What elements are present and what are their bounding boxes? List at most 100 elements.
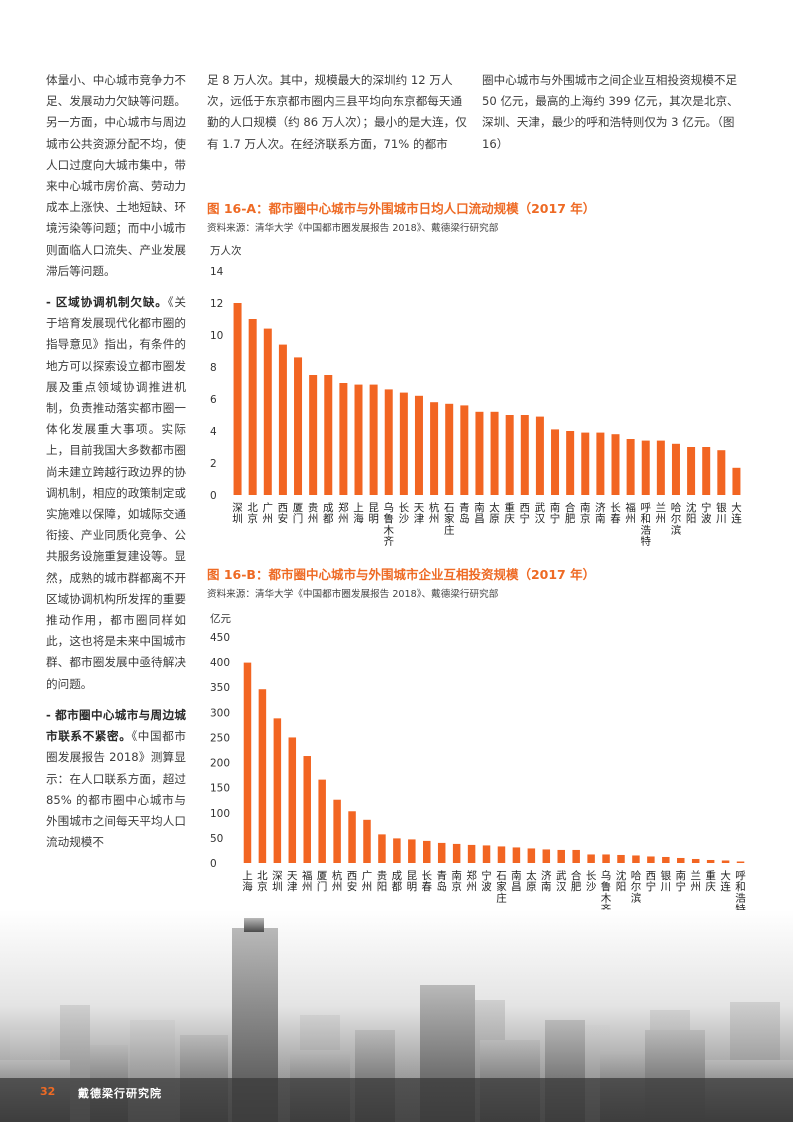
x-category-label: 北京: [257, 870, 268, 893]
bar: [378, 834, 386, 863]
x-category-label: 厦门: [317, 870, 328, 893]
bar: [437, 842, 446, 863]
bar: [706, 859, 715, 863]
y-tick-label: 4: [210, 426, 217, 438]
x-category-label: 昆明: [407, 870, 418, 893]
bar: [318, 779, 326, 863]
y-tick-label: 0: [210, 490, 217, 502]
bar: [566, 431, 575, 495]
x-category-label: 南昌: [511, 869, 521, 893]
x-category-label: 广州: [263, 502, 274, 525]
y-tick-label: 0: [210, 858, 217, 870]
figure-b-source: 资料来源：清华大学《中国都市圈发展报告 2018》、戴德梁行研究部: [207, 589, 499, 600]
x-category-label: 重庆: [705, 869, 716, 893]
x-category-label: 太原: [489, 501, 500, 525]
bar: [263, 328, 272, 495]
x-category-label: 北京: [247, 502, 258, 525]
x-category-label: 石家庄: [496, 870, 507, 904]
bar: [691, 858, 700, 863]
y-axis-unit-label: 万人次: [210, 244, 242, 257]
x-category-label: 武汉: [556, 869, 567, 893]
x-category-label: 青岛: [436, 869, 447, 893]
y-tick-label: 6: [210, 394, 217, 406]
y-tick-label: 200: [210, 758, 230, 770]
y-tick-label: 450: [210, 632, 230, 644]
bar: [258, 689, 267, 863]
bar: [677, 857, 685, 863]
x-category-label: 深圳: [232, 502, 243, 525]
bar: [273, 718, 282, 863]
x-category-label: 重庆: [504, 501, 515, 525]
x-category-label: 兰州: [690, 869, 701, 893]
x-category-label: 南昌: [474, 501, 485, 525]
bar: [339, 383, 348, 495]
x-category-label: 厦门: [293, 502, 304, 525]
bar: [233, 303, 242, 495]
x-category-label: 合肥: [571, 869, 582, 893]
bar: [288, 737, 297, 863]
x-category-label: 兰州: [656, 501, 667, 525]
bar: [551, 429, 560, 495]
figure-a-title: 图 16-A：都市圈中心城市与外围城市日均人口流动规模（2017 年）: [207, 201, 596, 216]
bar: [460, 405, 469, 495]
bar: [687, 447, 696, 495]
bar: [490, 411, 499, 495]
x-category-label: 青岛: [459, 501, 470, 525]
bar: [303, 756, 311, 863]
x-category-label: 银川: [661, 869, 672, 893]
bar: [656, 440, 665, 495]
bar: [626, 439, 635, 495]
x-category-label: 深圳: [272, 870, 283, 893]
x-category-label: 哈尔滨: [631, 869, 642, 904]
x-category-label: 石家庄: [444, 502, 455, 536]
y-tick-label: 100: [210, 808, 230, 820]
x-category-label: 南宁: [550, 501, 561, 525]
x-category-label: 成都: [392, 870, 403, 893]
right-text-column: 圈中心城市与外围城市之间企业互相投资规模不足 50 亿元，最高的上海约 399 …: [482, 70, 744, 165]
figure-b-title: 图 16-B：都市圈中心城市与外围城市企业互相投资规模（2017 年）: [207, 567, 596, 582]
bar: [717, 450, 726, 495]
x-category-label: 乌鲁木齐: [383, 501, 394, 548]
left-paragraph-3: - 都市圈中心城市与周边城市联系不紧密。《中国都市圈发展报告 2018》测算显示…: [46, 705, 186, 853]
x-category-label: 南宁: [676, 869, 687, 893]
bar: [527, 848, 536, 863]
bar: [278, 344, 287, 495]
bar: [581, 432, 590, 495]
bar: [671, 443, 680, 495]
bar: [384, 389, 393, 495]
bar: [348, 811, 356, 863]
x-category-label: 昆明: [368, 502, 379, 525]
x-category-label: 哈尔滨: [671, 501, 682, 536]
x-category-label: 上海: [353, 502, 364, 525]
bar: [497, 846, 506, 863]
x-category-label: 长沙: [399, 502, 410, 525]
x-category-label: 杭州: [429, 501, 440, 525]
x-category-label: 大连: [731, 501, 742, 525]
section-heading-coordination: - 区域协调机制欠缺。: [46, 295, 168, 310]
bar: [721, 860, 730, 863]
x-category-label: 天津: [287, 870, 298, 893]
paragraph-body: 《中国都市圈发展报告 2018》测算显示：在人口联系方面，超过 85% 的都市圈…: [46, 729, 186, 850]
y-tick-label: 8: [210, 362, 217, 374]
bar: [482, 845, 491, 863]
bar: [309, 375, 318, 495]
x-category-label: 西宁: [520, 502, 531, 525]
y-tick-label: 14: [210, 266, 224, 278]
bar: [430, 402, 439, 495]
x-category-label: 济南: [595, 501, 606, 525]
bar: [632, 855, 640, 863]
bar: [243, 662, 252, 863]
middle-paragraph: 足 8 万人次。其中，规模最大的深圳约 12 万人次，远低于东京都市圈内三县平均…: [207, 73, 467, 151]
x-category-label: 呼和浩特: [735, 870, 746, 916]
x-category-label: 南京: [580, 501, 591, 525]
bar: [542, 849, 551, 863]
x-category-label: 杭州: [332, 869, 343, 893]
x-category-label: 郑州: [466, 869, 477, 893]
x-category-label: 西安: [278, 502, 289, 525]
x-category-label: 西宁: [646, 870, 657, 893]
bar: [587, 854, 595, 863]
bar: [602, 854, 610, 863]
x-category-label: 贵阳: [377, 869, 388, 893]
bar: [363, 819, 371, 863]
x-category-label: 郑州: [338, 501, 349, 525]
